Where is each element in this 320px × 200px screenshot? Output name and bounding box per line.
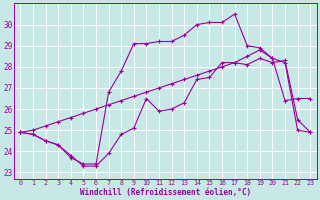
X-axis label: Windchill (Refroidissement éolien,°C): Windchill (Refroidissement éolien,°C)	[80, 188, 251, 197]
